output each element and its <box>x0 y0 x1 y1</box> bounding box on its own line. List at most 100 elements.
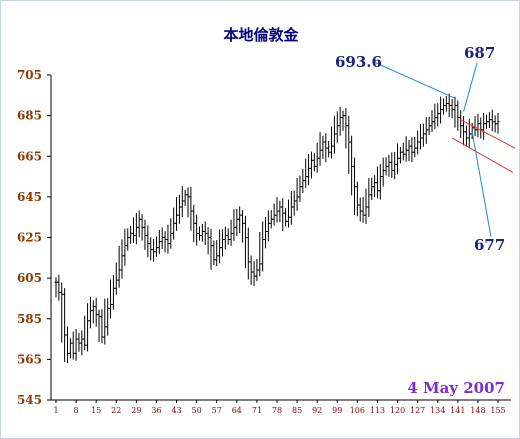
price-bars <box>54 93 500 364</box>
price-bar <box>163 231 167 253</box>
price-bar <box>195 214 199 246</box>
price-channel <box>451 119 516 173</box>
price-bar <box>143 219 147 250</box>
y-tick-label: 565 <box>17 352 42 366</box>
y-tick-label: 665 <box>17 149 42 163</box>
price-bar <box>315 142 319 173</box>
x-tick-label: 36 <box>151 406 161 415</box>
annotation-leader-line <box>471 131 492 238</box>
y-tick-label: 685 <box>17 109 42 123</box>
price-bar <box>352 157 357 215</box>
y-tick-label: 545 <box>17 393 42 407</box>
price-bar <box>496 112 500 134</box>
price-bar <box>364 188 368 224</box>
price-bar <box>126 228 130 251</box>
x-tick-label: 22 <box>111 406 121 415</box>
x-tick-label: 64 <box>232 406 242 415</box>
price-bar <box>60 282 64 343</box>
price-bar <box>203 221 207 246</box>
price-bar <box>255 258 259 282</box>
price-bar <box>335 111 339 143</box>
channel-lower-line <box>451 137 514 173</box>
price-bar <box>309 151 314 179</box>
price-bar <box>54 277 58 298</box>
price-bar <box>134 212 138 245</box>
price-bar <box>329 126 334 159</box>
annotations: 693.6 687 677 <box>335 44 505 254</box>
price-bar <box>286 199 291 228</box>
price-bar <box>249 255 253 285</box>
price-bar <box>131 217 136 243</box>
x-tick-label: 1 <box>53 406 58 415</box>
x-tick-label: 78 <box>272 406 282 415</box>
price-bar <box>289 190 293 225</box>
price-bar <box>493 115 497 133</box>
price-bar <box>192 204 196 243</box>
price-bar <box>378 164 382 200</box>
y-tick-label: 585 <box>17 312 42 326</box>
x-tick-label: 92 <box>312 406 322 415</box>
price-bar <box>358 197 362 222</box>
x-tick-label: 43 <box>171 406 181 415</box>
price-bar <box>375 166 380 199</box>
channel-upper-line <box>460 119 516 149</box>
price-bar <box>108 279 113 319</box>
price-bar <box>438 96 443 124</box>
price-bar <box>424 117 428 144</box>
price-bar <box>418 123 423 150</box>
annotation-leader-line <box>463 62 478 112</box>
price-bar <box>447 93 451 118</box>
x-tick-label: 29 <box>131 406 141 415</box>
price-bar <box>384 157 388 176</box>
price-bar <box>243 215 248 269</box>
price-bar <box>304 158 308 189</box>
price-bar <box>166 224 170 254</box>
price-bar <box>306 154 311 186</box>
price-bar <box>381 157 385 187</box>
price-bar <box>407 139 411 161</box>
price-bar <box>490 109 494 132</box>
price-bar <box>450 99 454 119</box>
price-bar <box>281 198 285 232</box>
price-bar <box>232 209 236 241</box>
price-bar <box>292 190 296 216</box>
x-tick-label: 155 <box>490 406 505 415</box>
price-bar <box>226 228 230 245</box>
price-bar <box>433 103 437 130</box>
price-bar <box>229 219 233 246</box>
price-bar <box>174 197 179 231</box>
price-bar <box>261 221 265 272</box>
price-bar <box>169 218 173 249</box>
price-bar <box>410 137 414 163</box>
price-bar <box>398 147 403 164</box>
y-tick-label: 605 <box>17 271 42 285</box>
x-tick-label: 141 <box>450 406 465 415</box>
price-bar <box>347 115 351 174</box>
price-bar <box>312 153 316 172</box>
price-bar <box>370 177 374 200</box>
price-bar <box>263 216 268 249</box>
price-bar <box>149 237 153 261</box>
x-tick-label: 148 <box>470 406 485 415</box>
price-bar <box>390 152 394 178</box>
price-bar <box>137 210 141 238</box>
price-bar <box>68 338 72 359</box>
price-bar <box>154 236 159 257</box>
price-bar <box>223 226 227 250</box>
price-bar <box>416 130 420 155</box>
price-bar <box>180 186 184 217</box>
price-bar <box>421 123 425 147</box>
x-tick-label: 15 <box>91 406 101 415</box>
price-bar <box>80 330 84 356</box>
price-bar <box>197 226 202 241</box>
price-bar <box>367 177 371 217</box>
price-bar <box>212 240 216 265</box>
price-bar <box>146 225 150 258</box>
price-bar <box>246 227 250 280</box>
price-bar <box>321 135 325 159</box>
price-bar <box>456 100 460 131</box>
price-bar <box>209 228 213 270</box>
price-bar <box>275 197 279 223</box>
price-bar <box>430 110 434 133</box>
